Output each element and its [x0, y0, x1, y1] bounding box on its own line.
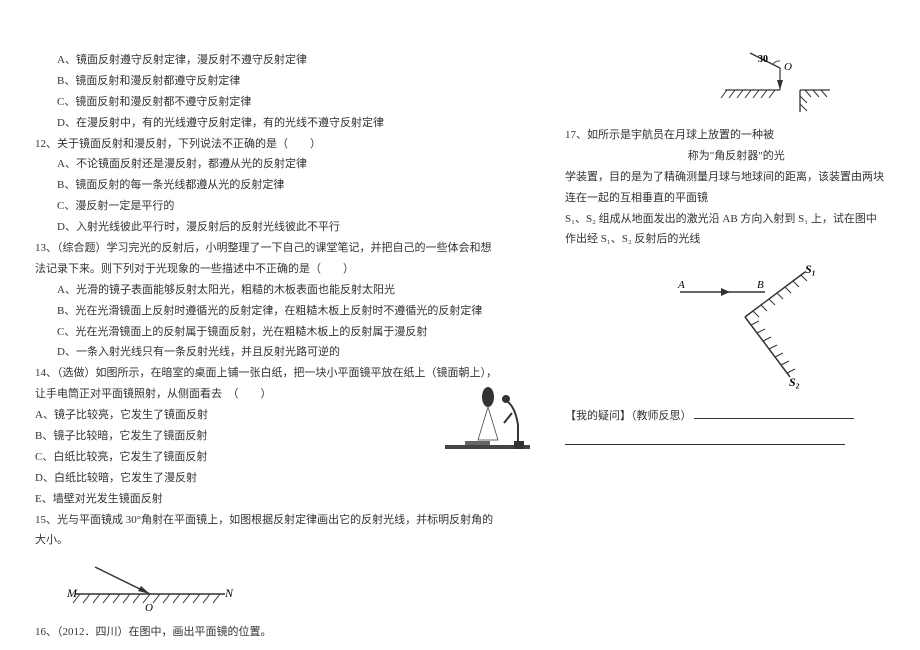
right-column: 30 O 17、如所示是宇航员在月球上放置的一种被 称为"角反射器"的光 学装置… [565, 50, 885, 643]
q11-opt-d: D、在漫反射中，有的光线遵守反射定律，有的光线不遵守反射定律 [35, 113, 535, 134]
q12-opt-c: C、漫反射一定是平行的 [35, 196, 535, 217]
q13-line2: 法记录下来。则下列对于光现象的一些描述中不正确的是（ ） [35, 259, 535, 280]
flashlight-mirror-diagram-icon [440, 385, 535, 465]
svg-text:N: N [224, 586, 234, 600]
q14-opt-e: E、墙壁对光发生镜面反射 [35, 489, 535, 510]
q17-line3: S₁、S₂ 组成从地面发出的激光沿 AB 方向入射到 S₁ 上，试在图中作出经 … [565, 209, 885, 251]
corner-reflector-diagram-icon: A B S₁ S₂ [675, 262, 825, 392]
q17-line1b: 称为"角反射器"的光 [688, 150, 785, 162]
svg-text:A: A [677, 279, 685, 291]
svg-text:S₂: S₂ [789, 375, 800, 389]
q15-line1: 15、光与平面镜成 30°角射在平面镜上，如图根据反射定律画出它的反射光线，并标… [35, 510, 535, 531]
q17-figure-main: A B S₁ S₂ [675, 262, 825, 392]
q14-line1: 14、（选做）如图所示，在暗室的桌面上铺一张白纸，把一块小平面镜平放在纸上（镜面… [35, 363, 535, 384]
q11-opt-a: A、镜面反射遵守反射定律，漫反射不遵守反射定律 [35, 50, 535, 71]
mirror-mn-diagram-icon: M O N [65, 559, 235, 614]
q12-opt-a: A、不论镜面反射还是漫反射，都遵从光的反射定律 [35, 154, 535, 175]
q13-line1: 13、（综合题）学习完光的反射后，小明整理了一下自己的课堂笔记，并把自己的一些体… [35, 238, 535, 259]
q17-figure-top: 30 O [715, 50, 835, 115]
q13-opt-b: B、光在光滑镜面上反射时遵循光的反射定律，在粗糙木板上反射时不遵循光的反射定律 [35, 301, 535, 322]
svg-text:B: B [757, 279, 764, 291]
q14-figure [440, 385, 535, 465]
doubt-label: 【我的疑问】（教师反思） [565, 410, 692, 422]
svg-text:S₁: S₁ [805, 262, 816, 276]
q14-opt-d: D、白纸比较暗，它发生了漫反射 [35, 468, 535, 489]
q15-figure: M O N [65, 559, 235, 614]
q12-opt-d: D、入射光线彼此平行时，漫反射后的反射光线彼此不平行 [35, 217, 535, 238]
svg-text:30: 30 [758, 54, 768, 65]
angle-30-mirror-diagram-icon: 30 O [715, 50, 835, 115]
q13-opt-d: D、一条入射光线只有一条反射光线，并且反射光路可逆的 [35, 342, 535, 363]
q17-line2: 学装置，目的是为了精确测量月球与地球间的距离，该装置由两块连在一起的互相垂直的平… [565, 167, 885, 209]
q11-opt-b: B、镜面反射和漫反射都遵守反射定律 [35, 71, 535, 92]
q13-opt-a: A、光滑的镜子表面能够反射太阳光，粗糙的木板表面也能反射太阳光 [35, 280, 535, 301]
q12-stem: 12、关于镜面反射和漫反射，下列说法不正确的是（ ） [35, 134, 535, 155]
q15-line2: 大小。 [35, 530, 535, 551]
doubt-section: 【我的疑问】（教师反思） [565, 406, 885, 445]
q16-stem: 16、（2012．四川）在图中，画出平面镜的位置。 [35, 622, 535, 643]
svg-text:M: M [66, 586, 78, 600]
q11-opt-c: C、镜面反射和漫反射都不遵守反射定律 [35, 92, 535, 113]
q12-opt-b: B、镜面反射的每一条光线都遵从光的反射定律 [35, 175, 535, 196]
q13-opt-c: C、光在光滑镜面上的反射属于镜面反射，光在粗糙木板上的反射属于漫反射 [35, 322, 535, 343]
left-column: A、镜面反射遵守反射定律，漫反射不遵守反射定律 B、镜面反射和漫反射都遵守反射定… [35, 50, 535, 643]
q17-line1a: 17、如所示是宇航员在月球上放置的一种被 [565, 129, 774, 141]
q17-line1-wrap: 17、如所示是宇航员在月球上放置的一种被 称为"角反射器"的光 [565, 125, 885, 167]
svg-text:O: O [784, 61, 792, 73]
svg-text:O: O [145, 602, 153, 614]
blank-line-2 [565, 431, 845, 445]
blank-line-1 [694, 407, 854, 419]
